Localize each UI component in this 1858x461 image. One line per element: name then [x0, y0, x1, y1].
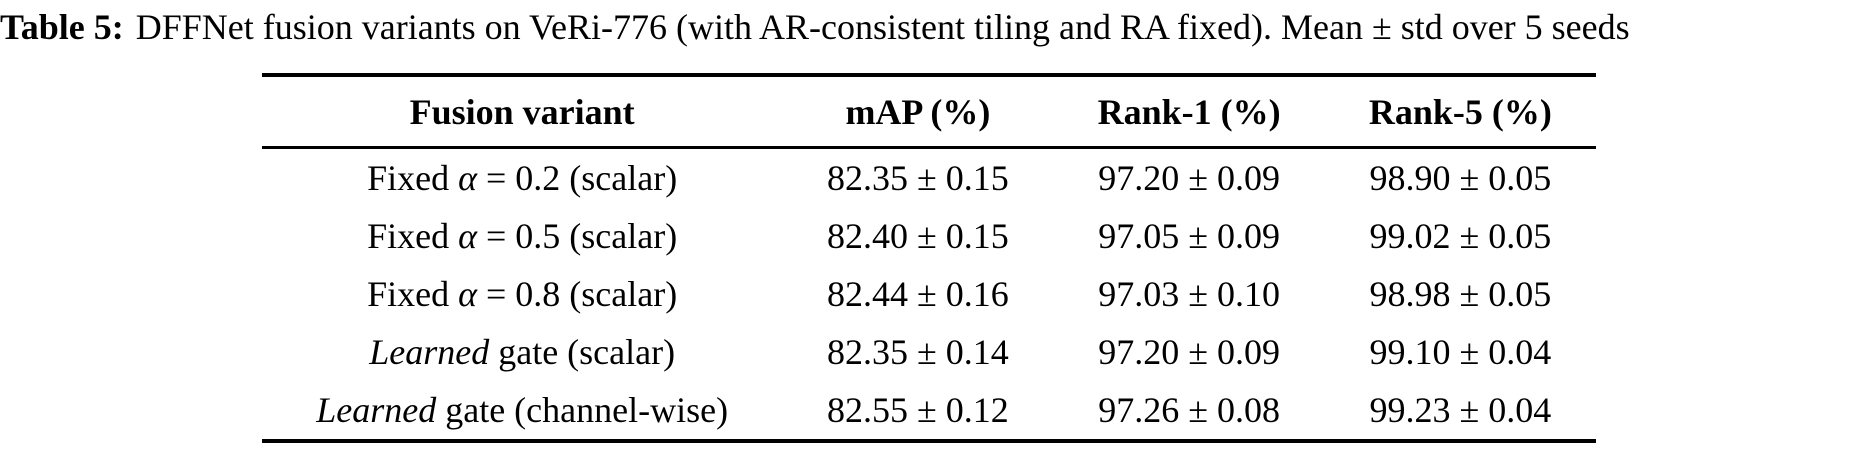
cell-rank5: 98.90 ± 0.05: [1369, 158, 1552, 198]
cell-rank1: 97.26 ± 0.08: [1098, 390, 1281, 430]
cell-rank1: 97.03 ± 0.10: [1098, 274, 1281, 314]
table-caption: Table 5: DFFNet fusion variants on VeRi-7…: [0, 4, 1858, 50]
table-row: Learned gate (channel-wise) 82.55 ± 0.12…: [262, 381, 1596, 441]
cell-rank5: 99.02 ± 0.05: [1369, 216, 1552, 256]
cell-rank5: 98.98 ± 0.05: [1369, 274, 1552, 314]
cell-map: 82.35 ± 0.14: [827, 332, 1009, 372]
cell-map: 82.44 ± 0.16: [827, 274, 1009, 314]
cell-rank1: 97.20 ± 0.09: [1098, 158, 1281, 198]
table-row: Fixed α = 0.5 (scalar) 82.40 ± 0.15 97.0…: [262, 207, 1596, 265]
header-rank5: Rank-5 (%): [1324, 75, 1596, 149]
cell-fusion-variant: Fixed α = 0.2 (scalar): [367, 158, 678, 198]
cell-rank1: 97.05 ± 0.09: [1098, 216, 1281, 256]
cell-rank5: 99.10 ± 0.04: [1369, 332, 1552, 372]
cell-fusion-variant: Learned gate (scalar): [369, 332, 676, 372]
table-caption-label: Table 5:: [0, 7, 124, 47]
cell-fusion-variant: Learned gate (channel-wise): [316, 390, 729, 430]
header-fusion-variant: Fusion variant: [262, 75, 783, 149]
results-table: Fusion variant mAP (%) Rank-1 (%) Rank-5…: [262, 73, 1596, 443]
cell-map: 82.35 ± 0.15: [827, 158, 1009, 198]
cell-map: 82.40 ± 0.15: [827, 216, 1009, 256]
cell-map: 82.55 ± 0.12: [827, 390, 1009, 430]
header-map: mAP (%): [782, 75, 1054, 149]
cell-fusion-variant: Fixed α = 0.8 (scalar): [367, 274, 678, 314]
table-row: Fixed α = 0.2 (scalar) 82.35 ± 0.15 97.2…: [262, 148, 1596, 208]
paper-table-figure: Table 5: DFFNet fusion variants on VeRi-7…: [0, 4, 1858, 461]
table-row: Learned gate (scalar) 82.35 ± 0.14 97.20…: [262, 323, 1596, 381]
cell-rank5: 99.23 ± 0.04: [1369, 390, 1552, 430]
cell-rank1: 97.20 ± 0.09: [1098, 332, 1281, 372]
table-header-row: Fusion variant mAP (%) Rank-1 (%) Rank-5…: [262, 75, 1596, 149]
cell-fusion-variant: Fixed α = 0.5 (scalar): [367, 216, 678, 256]
table-row: Fixed α = 0.8 (scalar) 82.44 ± 0.16 97.0…: [262, 265, 1596, 323]
table-caption-text: DFFNet fusion variants on VeRi-776 (with…: [135, 7, 1630, 47]
header-rank1: Rank-1 (%): [1053, 75, 1325, 149]
